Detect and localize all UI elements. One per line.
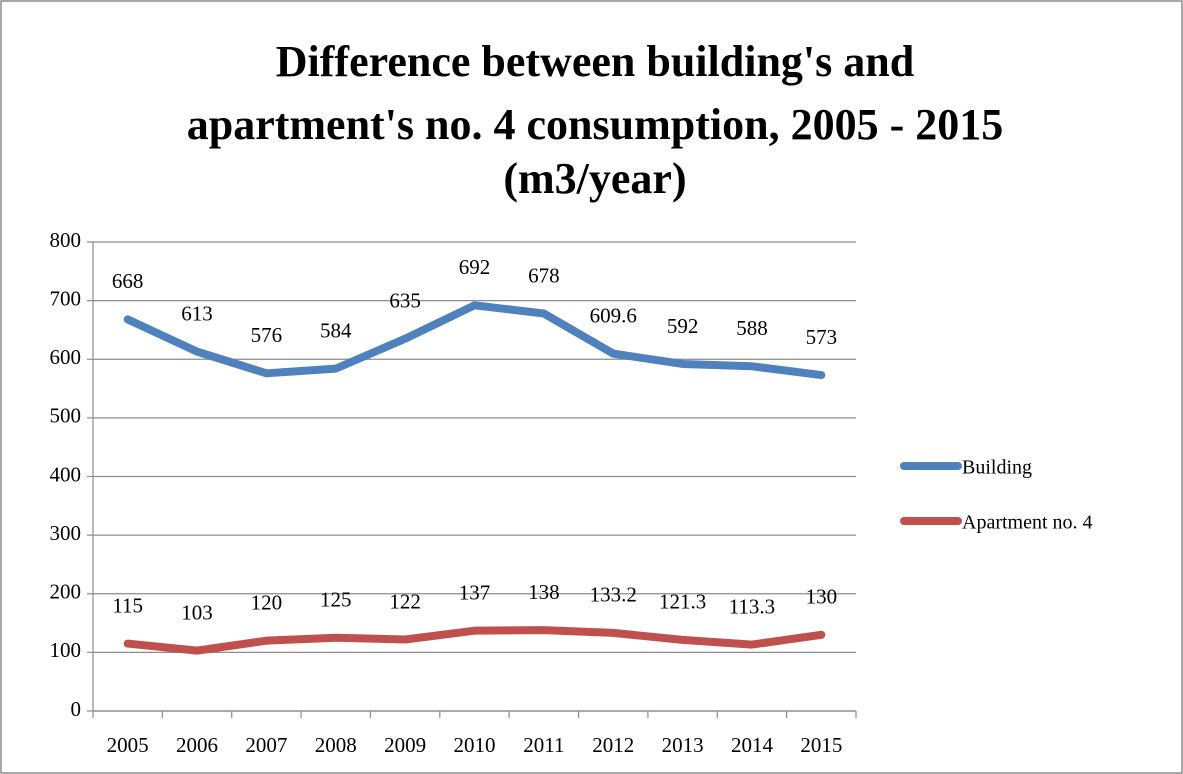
- y-tick-label: 700: [50, 286, 82, 310]
- chart-title: (m3/year): [503, 154, 686, 203]
- legend-label: Apartment no. 4: [962, 512, 1093, 534]
- y-tick-label: 200: [50, 580, 82, 604]
- data-label: 130: [806, 585, 838, 609]
- y-tick-label: 500: [50, 404, 82, 428]
- x-tick-label: 2010: [454, 733, 496, 757]
- data-label: 137: [459, 580, 491, 604]
- x-tick-label: 2009: [384, 733, 426, 757]
- data-label: 121.3: [659, 590, 706, 614]
- x-tick-label: 2015: [800, 733, 842, 757]
- data-label: 584: [320, 318, 352, 342]
- data-label: 120: [251, 590, 283, 614]
- data-label: 588: [736, 316, 768, 340]
- y-tick-label: 300: [50, 521, 82, 545]
- data-label: 592: [667, 314, 699, 338]
- data-label: 115: [112, 593, 143, 617]
- data-label: 138: [528, 580, 560, 604]
- data-line: [123, 626, 826, 655]
- data-label: 133.2: [590, 583, 637, 607]
- x-tick-label: 2014: [731, 733, 774, 757]
- x-tick-label: 2005: [107, 733, 149, 757]
- x-tick-label: 2008: [315, 733, 357, 757]
- data-label: 125: [320, 588, 352, 612]
- y-tick-label: 600: [50, 345, 82, 369]
- data-label: 122: [389, 589, 421, 613]
- data-label: 678: [528, 263, 560, 287]
- data-label: 113.3: [729, 594, 775, 618]
- chart-title: apartment's no. 4 consumption, 2005 - 20…: [187, 100, 1004, 149]
- data-label: 103: [181, 600, 213, 624]
- data-line: [123, 301, 826, 380]
- legend-label: Building: [962, 457, 1032, 479]
- chart-title: Difference between building's and: [276, 37, 914, 86]
- x-tick-label: 2012: [592, 733, 634, 757]
- y-tick-label: 800: [50, 228, 82, 252]
- x-tick-label: 2007: [245, 733, 287, 757]
- x-tick-label: 2006: [176, 733, 218, 757]
- x-tick-label: 2011: [523, 733, 564, 757]
- data-label: 609.6: [590, 303, 637, 327]
- y-tick-label: 100: [50, 638, 82, 662]
- data-label: 576: [251, 323, 283, 347]
- y-tick-label: 400: [50, 462, 82, 486]
- data-label: 692: [459, 255, 491, 279]
- y-tick-label: 0: [71, 697, 82, 721]
- data-label: 613: [181, 301, 213, 325]
- data-label: 668: [112, 269, 144, 293]
- data-label: 635: [389, 289, 421, 313]
- x-tick-label: 2013: [662, 733, 704, 757]
- data-label: 573: [806, 325, 838, 349]
